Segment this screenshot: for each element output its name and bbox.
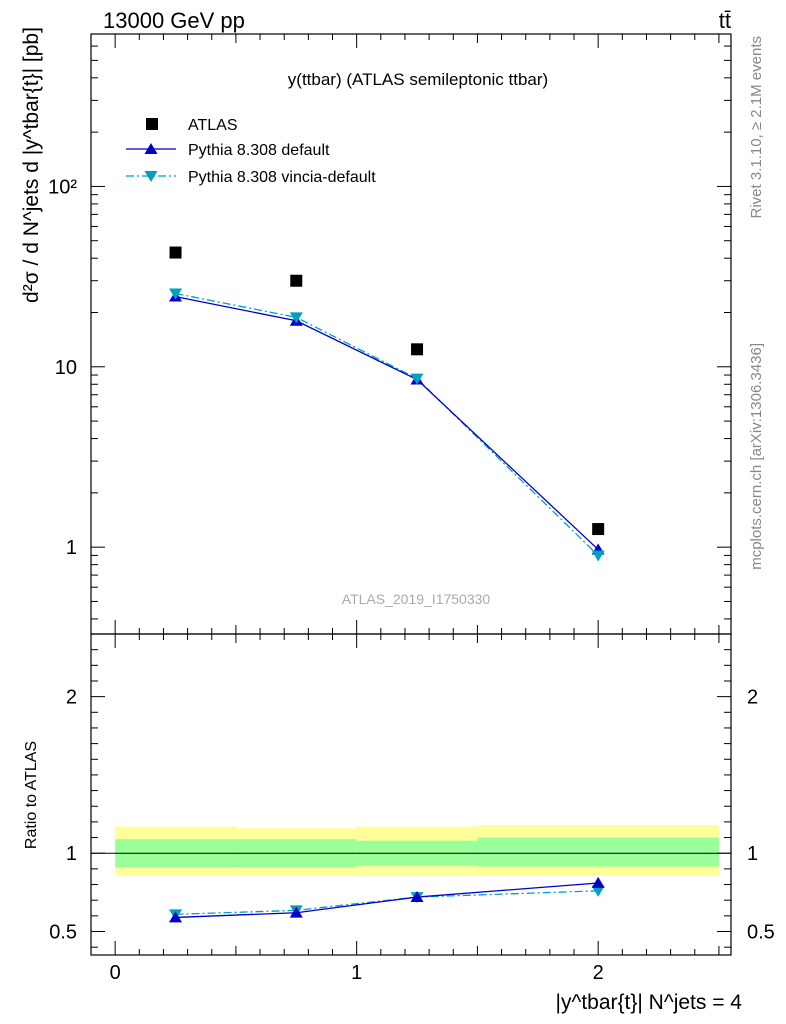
x-tick-label: 2 [593, 962, 604, 984]
main-y-tick-label: 10 [55, 357, 77, 379]
data-point-vincia [169, 288, 183, 300]
ratio-line-default [175, 882, 599, 919]
main-ticks [91, 33, 731, 634]
legend-marker-vincia [144, 171, 158, 182]
legend: ATLAS Pythia 8.308 default Pythia 8.308 … [126, 117, 376, 186]
legend-label-vincia: Pythia 8.308 vincia-default [188, 169, 376, 186]
main-y-tick-label: 10² [48, 176, 77, 198]
x-tick-label: 0 [110, 962, 121, 984]
data-point-vincia [591, 550, 605, 562]
rivet-label: Rivet 3.1.10, ≥ 2.1M events [748, 36, 765, 219]
plot-title: y(ttbar) (ATLAS semileptonic ttbar) [288, 70, 548, 89]
ratio-y-tick-label-left: 0.5 [49, 922, 77, 944]
ratio-y-tick-labels: 0.5 0.5 1 1 2 2 [49, 687, 775, 944]
legend-label-default: Pythia 8.308 default [188, 142, 330, 159]
ratio-uncertainty-bands [115, 825, 719, 876]
collision-label: 13000 GeV pp [103, 8, 245, 33]
ratio-y-axis-label: Ratio to ATLAS [23, 741, 40, 849]
ratio-line-vincia [175, 890, 599, 915]
ratio-panel: 0.5 0.5 1 1 2 2 0 1 2 Ratio to ATLAS |y^tbar{t}… [23, 633, 775, 1014]
legend-marker-atlas [146, 118, 158, 130]
ratio-y-tick-label-left: 2 [66, 687, 77, 709]
data-point-atlas [592, 523, 605, 536]
ratio-y-tick-label-right: 0.5 [747, 922, 775, 944]
x-tick-labels: 0 1 2 [110, 962, 604, 984]
main-series [169, 246, 605, 562]
legend-label-atlas: ATLAS [188, 117, 238, 134]
data-point-atlas [290, 274, 303, 287]
x-axis-label: |y^tbar{t}| N^jets = 4 [556, 991, 743, 1014]
analysis-watermark: ATLAS_2019_I1750330 [342, 591, 491, 607]
main-frame [90, 33, 732, 635]
ratio-y-tick-label-right: 1 [747, 843, 758, 865]
ratio-y-tick-label-left: 1 [66, 843, 77, 865]
process-label: tt̄ [719, 8, 731, 33]
ratio-band-inner [477, 837, 719, 867]
main-y-tick-label: 1 [66, 537, 77, 559]
ratio-point-default [410, 891, 424, 903]
ratio-frame [90, 633, 732, 956]
legend-marker-default [144, 143, 158, 154]
series-line-default [175, 295, 599, 551]
main-y-tick-labels: 1 10 10² [48, 176, 77, 559]
data-point-vincia [410, 373, 424, 385]
ratio-y-tick-label-right: 2 [747, 687, 758, 709]
ratio-point-vincia [591, 885, 605, 897]
ratio-point-default [289, 906, 303, 918]
ratio-series [169, 876, 605, 923]
data-point-atlas [169, 246, 182, 259]
ratio-point-default [591, 876, 605, 888]
ratio-ticks [91, 633, 731, 955]
ratio-point-default [169, 911, 183, 923]
main-y-axis-label: d²σ / d N^jets d |y^tbar{t}| [pb] [20, 27, 43, 303]
mcplots-label: mcplots.cern.ch [arXiv:1306.3436] [748, 343, 765, 570]
data-point-vincia [289, 312, 303, 324]
data-point-atlas [411, 343, 424, 356]
x-tick-label: 1 [351, 962, 362, 984]
main-panel: 1 10 10² y(ttbar) (ATLAS semileptonic ttba… [20, 27, 732, 635]
series-line-vincia [175, 292, 599, 556]
